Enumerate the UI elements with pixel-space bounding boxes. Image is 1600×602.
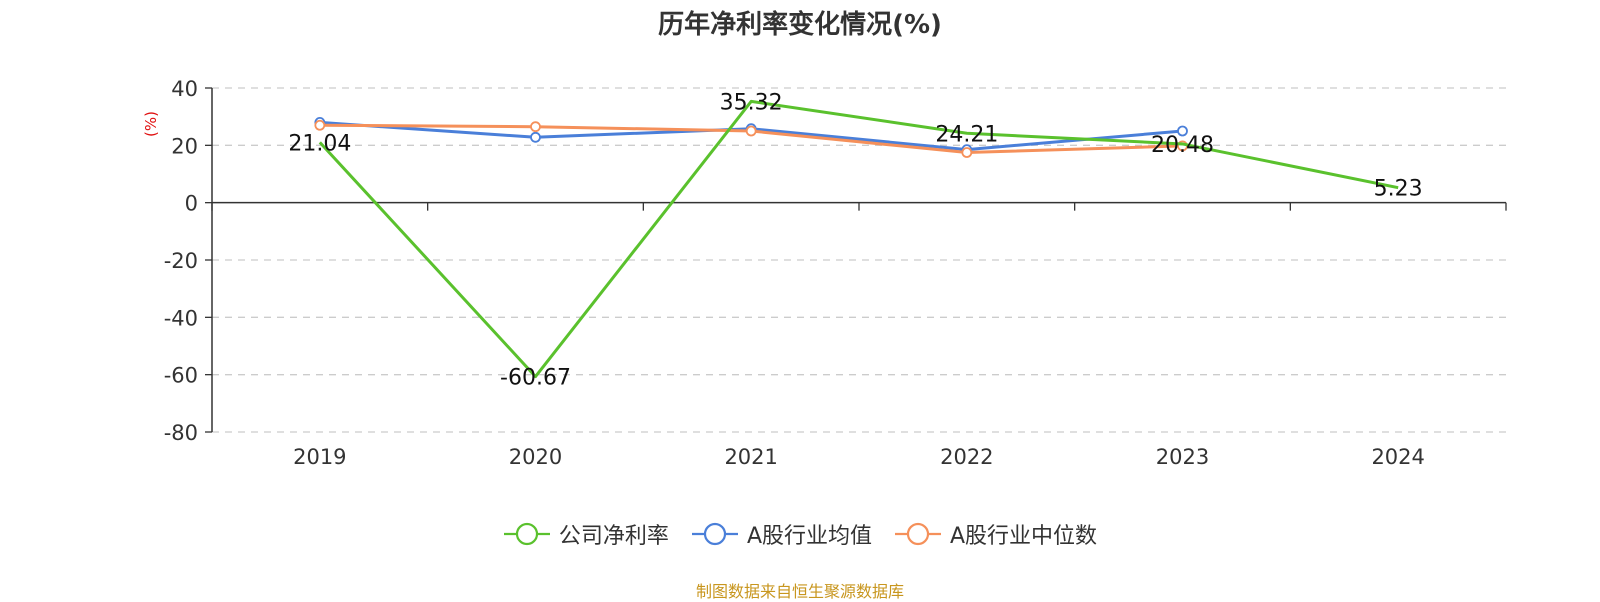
- chart-title: 历年净利率变化情况(%): [658, 10, 942, 40]
- legend-item-1[interactable]: A股行业均值: [691, 518, 872, 550]
- y-axis-label: (%): [142, 111, 160, 137]
- legend-label: A股行业中位数: [950, 524, 1098, 549]
- data-label: 35.32: [720, 90, 783, 115]
- y-tick-label: -80: [164, 421, 198, 445]
- series-point-1: [530, 131, 541, 143]
- series-point-2: [530, 121, 541, 133]
- source-note: 制图数据来自恒生聚源数据库: [695, 582, 904, 601]
- data-label-layer: 21.04 -60.67 35.32 24.21 20.48 5.23: [288, 90, 1422, 390]
- series-point-2: [314, 119, 326, 131]
- x-tick-label: 2021: [724, 445, 777, 469]
- legend-swatch-icon: [503, 522, 550, 546]
- legend-label: A股行业均值: [746, 524, 872, 549]
- series-point-2: [961, 147, 973, 158]
- legend-swatch-icon: [691, 522, 738, 546]
- legend-label: 公司净利率: [558, 524, 669, 549]
- data-label: 5.23: [1374, 177, 1423, 202]
- data-label: 24.21: [935, 122, 998, 147]
- y-tick-label: 40: [171, 77, 198, 101]
- axis-layer: 40 20 0 -20 -40 -60 -80 2019 2020 2021 2022 2023 202…: [142, 77, 1507, 469]
- data-label: -60.67: [500, 366, 571, 391]
- x-tick-label: 2019: [293, 445, 346, 469]
- x-tick-label: 2024: [1371, 445, 1424, 469]
- x-tick-label: 2022: [940, 445, 993, 469]
- legend-swatch-icon: [895, 522, 941, 546]
- y-tick-label: -60: [164, 364, 198, 388]
- data-label: 21.04: [288, 131, 351, 156]
- y-tick-label: -20: [164, 249, 198, 273]
- y-tick-label: 0: [185, 192, 198, 216]
- x-tick-label: 2020: [509, 445, 562, 469]
- data-label: 20.48: [1151, 133, 1214, 158]
- x-tick-label: 2023: [1156, 445, 1209, 469]
- series-point-1: [1177, 125, 1188, 137]
- series-line-0: [318, 99, 1399, 379]
- legend-item-0[interactable]: 公司净利率: [503, 518, 669, 550]
- legend: 公司净利率 A股行业均值 A股行业中位数: [0, 518, 1600, 550]
- legend-item-2[interactable]: A股行业中位数: [894, 518, 1097, 550]
- y-tick-label: 20: [171, 134, 198, 158]
- series-point-2: [745, 125, 757, 137]
- series-layer: [314, 99, 1399, 379]
- y-tick-label: -40: [164, 306, 198, 330]
